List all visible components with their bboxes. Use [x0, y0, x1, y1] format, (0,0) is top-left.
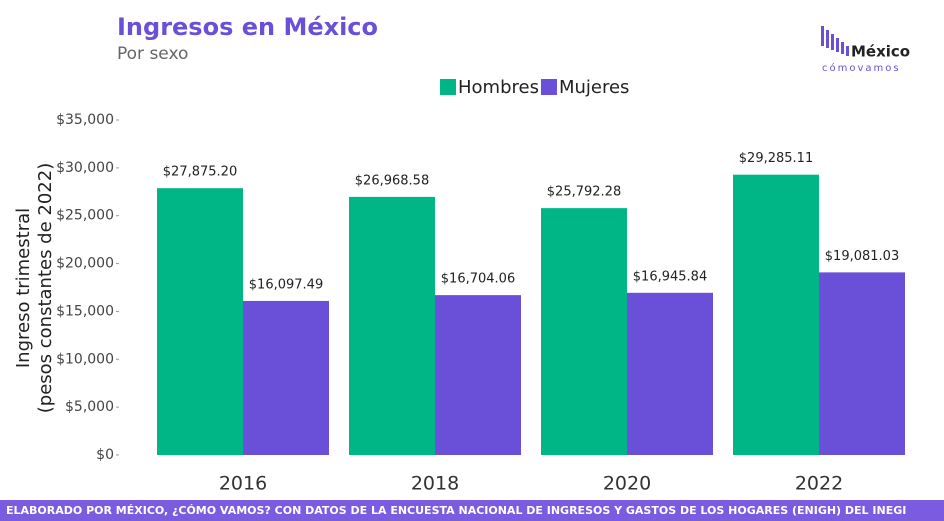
value-label: $16,704.06 [441, 272, 515, 287]
chart-subtitle: Por sexo [117, 44, 188, 64]
chart-title: Ingresos en México [117, 13, 378, 41]
value-label: $19,081.03 [825, 249, 899, 264]
logo-tagline: cómovamos [822, 62, 901, 74]
x-tick-label: 2016 [219, 473, 267, 495]
y-axis-label: Ingreso trimestral [13, 208, 34, 368]
logo-bars [821, 26, 849, 56]
y-tick-label: $15,000 [56, 303, 114, 319]
legend-label: Mujeres [559, 77, 629, 98]
x-tick-label: 2022 [795, 473, 843, 495]
bar [541, 208, 627, 455]
y-tick-label: $20,000 [56, 256, 114, 272]
value-label: $29,285.11 [739, 151, 813, 166]
legend-swatch [540, 79, 557, 95]
y-axis-label: (pesos constantes de 2022) [35, 163, 56, 414]
value-label: $25,792.28 [547, 185, 621, 200]
y-tick-label: $5,000 [65, 399, 114, 415]
bar [349, 196, 435, 455]
bar [435, 295, 521, 455]
y-tick-label: $0 [96, 447, 114, 463]
value-label: $26,968.58 [355, 173, 429, 188]
legend-swatch [440, 79, 456, 95]
bar [733, 174, 819, 456]
bar [627, 292, 713, 455]
legend-label: Hombres [458, 77, 539, 98]
bar [157, 188, 243, 455]
value-label: $16,097.49 [249, 277, 323, 292]
value-label: $27,875.20 [163, 165, 237, 180]
logo-name: México [851, 43, 910, 61]
y-tick-label: $25,000 [56, 208, 114, 224]
bar [819, 272, 905, 455]
x-tick-label: 2018 [411, 473, 459, 495]
y-tick-label: $35,000 [56, 112, 114, 128]
footer-banner [0, 500, 944, 521]
y-tick-label: $10,000 [56, 351, 114, 367]
bar [243, 300, 329, 455]
x-tick-label: 2020 [603, 473, 651, 495]
y-tick-label: $30,000 [56, 160, 114, 176]
value-label: $16,945.84 [633, 269, 707, 284]
footer-source: ELABORADO POR MÉXICO, ¿CÓMO VAMOS? CON D… [6, 504, 906, 517]
